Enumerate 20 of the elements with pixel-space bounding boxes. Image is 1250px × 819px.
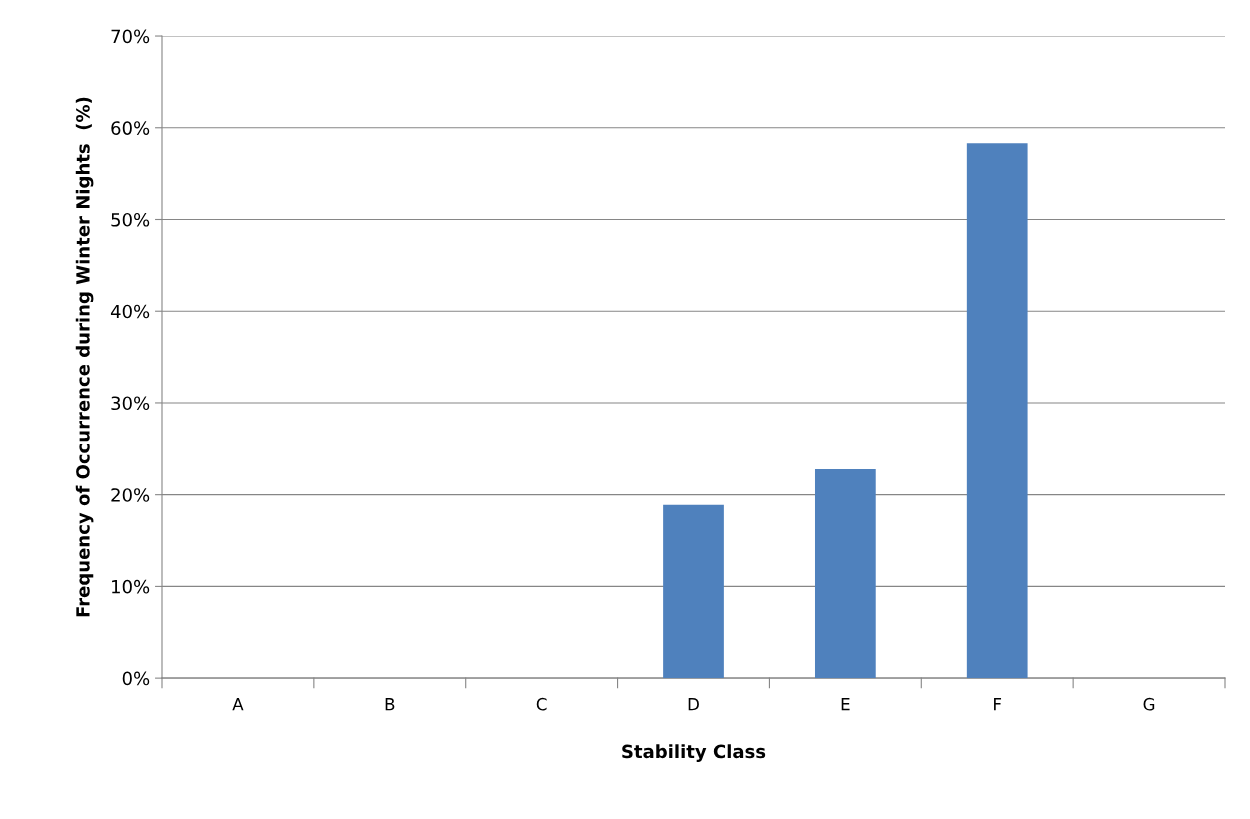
x-tick-label: F — [994, 698, 1002, 711]
y-tick-label: 10% — [112, 579, 150, 594]
y-tick-label: 0% — [122, 671, 150, 686]
y-tick-label: 40% — [110, 304, 150, 319]
x-tick-label: C — [536, 697, 547, 711]
bar — [966, 143, 1028, 679]
x-tick-label: A — [232, 698, 244, 711]
bar — [663, 504, 724, 679]
x-axis-title: Stability Class — [622, 744, 766, 762]
y-tick-label: 50% — [111, 212, 150, 227]
x-tick-label: D — [688, 698, 699, 711]
x-tick-label: E — [841, 698, 850, 711]
x-tick-label: G — [1143, 697, 1155, 711]
y-tick-label: 60% — [111, 121, 150, 135]
y-tick-label: 30% — [111, 396, 150, 411]
y-tick-label: 20% — [111, 488, 150, 502]
x-tick-label: B — [385, 698, 395, 711]
y-tick-label: 70% — [111, 29, 150, 44]
bar — [814, 468, 876, 679]
y-axis-title: Frequency of Occurrence during Winter Nights (%) — [75, 97, 94, 617]
